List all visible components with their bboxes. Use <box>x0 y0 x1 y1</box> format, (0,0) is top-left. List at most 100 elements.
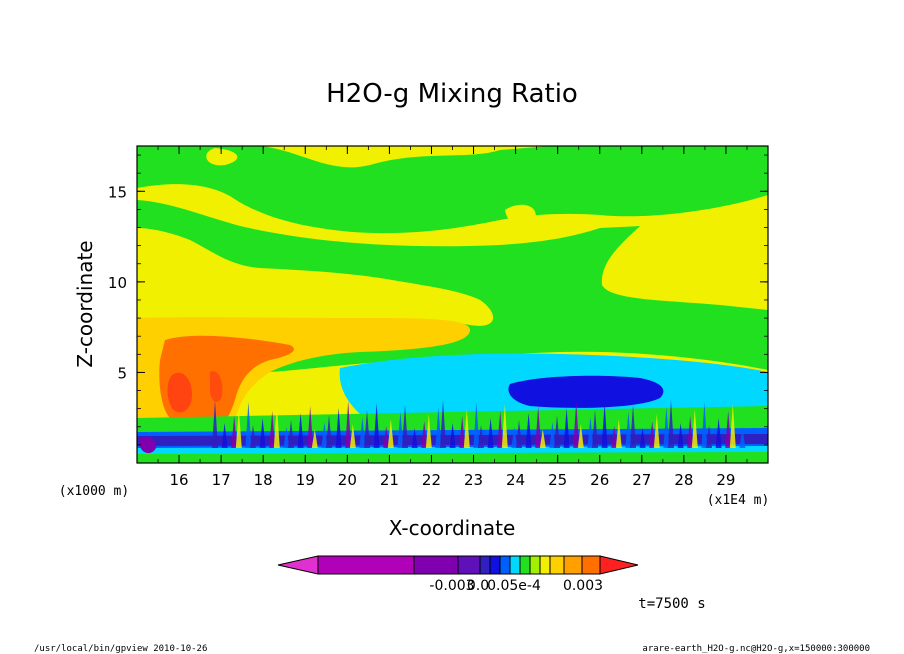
spike <box>449 423 456 448</box>
colorbar-segment <box>563 555 583 575</box>
spike <box>459 416 466 448</box>
spike <box>421 421 428 448</box>
spike <box>307 406 314 448</box>
spike <box>297 413 304 448</box>
colorbar-end-right <box>599 555 639 575</box>
colorbar-label: 0.0 <box>467 578 489 594</box>
spike <box>440 400 446 448</box>
x-tick-label: 23 <box>464 471 483 489</box>
field-region <box>137 146 768 234</box>
spike <box>653 414 660 448</box>
spike <box>587 417 594 448</box>
x-tick-label: 27 <box>632 471 651 489</box>
x-tick-label: 19 <box>296 471 315 489</box>
colorbar-end-left <box>277 555 319 575</box>
spike <box>729 404 736 448</box>
x-tick-label: 17 <box>212 471 231 489</box>
spike <box>539 429 546 448</box>
spike <box>501 404 508 448</box>
spike <box>677 423 684 448</box>
spike <box>516 420 522 448</box>
spike <box>630 405 636 448</box>
colorbar-segment <box>457 555 481 575</box>
spike <box>425 414 432 448</box>
spike <box>715 418 722 448</box>
spike <box>212 400 218 448</box>
spike <box>235 409 242 448</box>
spike <box>563 408 570 448</box>
field-region <box>167 372 192 413</box>
x-tick-label: 29 <box>716 471 735 489</box>
colorbar-segment <box>581 555 601 575</box>
spike <box>345 401 352 448</box>
field-region <box>159 335 294 429</box>
spike <box>250 425 256 448</box>
field-region <box>137 452 768 463</box>
colorbar-segment <box>413 555 459 575</box>
footer-left: /usr/local/bin/gpview 2010-10-26 <box>34 644 207 654</box>
colorbar-label: 0.05e-4 <box>487 578 541 594</box>
field-region <box>140 436 157 454</box>
colorbar <box>277 555 639 575</box>
y-tick-label: 5 <box>117 364 127 382</box>
field-region <box>508 375 664 408</box>
spike <box>487 418 494 448</box>
x-tick-label: 26 <box>590 471 609 489</box>
spike <box>473 402 480 448</box>
spike <box>349 424 356 448</box>
colorbar-label: 0.003 <box>563 578 603 594</box>
spike <box>478 425 484 448</box>
colorbar-segment <box>509 555 521 575</box>
spike <box>668 400 674 448</box>
field-region <box>206 148 238 166</box>
spike <box>463 409 470 448</box>
y-unit-label: (x1000 m) <box>59 484 129 499</box>
colorbar-segment <box>499 555 511 575</box>
spike <box>535 406 542 448</box>
spike <box>511 427 518 448</box>
spike <box>592 410 598 448</box>
spike <box>383 426 390 448</box>
spike <box>706 425 712 448</box>
spike <box>691 409 698 448</box>
spike <box>411 428 418 448</box>
x-tick-label: 20 <box>338 471 357 489</box>
spike <box>364 410 370 448</box>
y-tick-label: 10 <box>108 274 127 292</box>
x-axis: 16 17 18 19 20 21 22 23 24 25 26 27 28 29 <box>136 146 769 489</box>
x-unit-label: (x1E4 m) <box>707 493 770 508</box>
spike <box>321 422 328 448</box>
colorbar-segment <box>317 555 415 575</box>
spike <box>497 411 504 448</box>
x-tick-label: 18 <box>254 471 273 489</box>
spike <box>601 403 608 448</box>
spike <box>359 417 366 448</box>
spike <box>259 418 266 448</box>
footer-right: arare-earth_H2O-g.nc@H2O-g,x=150000:3000… <box>642 644 870 654</box>
y-tick-label: 15 <box>108 183 127 201</box>
spike <box>435 407 442 448</box>
colorbar-segment <box>489 555 501 575</box>
spike <box>725 411 732 448</box>
x-axis-label: X-coordinate <box>389 516 516 540</box>
spike <box>639 428 646 448</box>
spike <box>701 402 708 448</box>
x-tick-label: 24 <box>506 471 525 489</box>
colorbar-label: -0.003 <box>429 578 474 594</box>
colorbar-segment <box>539 555 551 575</box>
time-label: t=7500 s <box>638 596 705 612</box>
colorbar-segment <box>479 555 491 575</box>
colorbar-segment <box>549 555 565 575</box>
x-tick-label: 25 <box>548 471 567 489</box>
spike <box>397 412 404 448</box>
spike <box>221 423 228 448</box>
spike <box>739 427 746 448</box>
y-axis: 5 10 15 <box>108 154 768 446</box>
spike <box>283 427 290 448</box>
spike <box>269 411 276 448</box>
spike <box>288 420 294 448</box>
spike <box>273 404 280 448</box>
spike <box>373 403 380 448</box>
